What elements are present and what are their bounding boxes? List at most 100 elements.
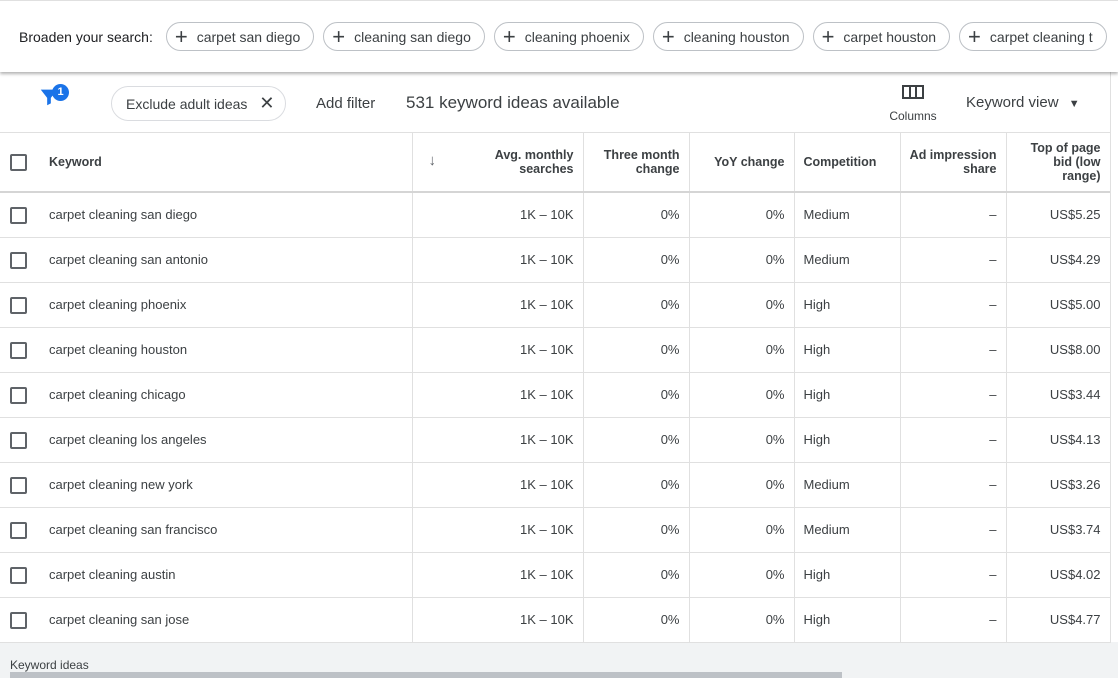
keyword-text: carpet cleaning houston — [49, 342, 188, 357]
chip-label: carpet san diego — [196, 28, 301, 45]
table-row[interactable]: carpet cleaning chicago 1K – 10K 0% 0% High –… — [0, 372, 1111, 418]
cell-ad-impression-share: – — [900, 552, 1007, 598]
keyword-text: carpet cleaning chicago — [49, 387, 186, 402]
table-row[interactable]: carpet cleaning los angeles 1K – 10K 0% 0% H… — [0, 417, 1111, 463]
header-keyword[interactable]: Keyword — [0, 133, 413, 193]
broaden-chip[interactable]: + carpet cleaning t — [959, 22, 1107, 51]
table-row[interactable]: carpet cleaning austin 1K – 10K 0% 0% High – U… — [0, 552, 1111, 598]
add-filter-button[interactable]: Add filter — [316, 95, 376, 112]
header-top-bid-low[interactable]: Top of page bid (low range) — [1006, 133, 1111, 193]
keyword-view-label: Keyword view — [966, 94, 1059, 111]
cell-competition: High — [794, 327, 901, 373]
cell-three-month-change: 0% — [583, 462, 690, 508]
sort-arrow-icon[interactable]: ↓ — [428, 152, 437, 169]
cell-yoy-change: 0% — [689, 327, 795, 373]
broaden-chip[interactable]: + carpet san diego — [165, 22, 315, 51]
cell-competition: High — [794, 417, 901, 463]
cell-avg-monthly-searches: 1K – 10K — [412, 327, 584, 373]
cell-ad-impression-share: – — [900, 417, 1007, 463]
cell-avg-monthly-searches: 1K – 10K — [412, 552, 584, 598]
keyword-view-dropdown[interactable]: Keyword view ▼ — [966, 94, 1080, 111]
keyword-text: carpet cleaning san jose — [49, 612, 190, 627]
table-row[interactable]: carpet cleaning san diego 1K – 10K 0% 0% Med… — [0, 192, 1111, 238]
row-checkbox[interactable] — [10, 386, 27, 404]
cell-ad-impression-share: – — [900, 282, 1007, 328]
cell-keyword: carpet cleaning new york — [0, 462, 413, 508]
horizontal-scrollbar[interactable] — [10, 672, 842, 678]
cell-keyword: carpet cleaning san diego — [0, 192, 413, 238]
cell-ad-impression-share: – — [900, 192, 1007, 238]
table-row[interactable]: carpet cleaning new york 1K – 10K 0% 0% Medi… — [0, 462, 1111, 508]
cell-top-bid-low: US$4.29 — [1006, 237, 1111, 283]
keyword-text: carpet cleaning new york — [49, 477, 193, 492]
table-row[interactable]: carpet cleaning phoenix 1K – 10K 0% 0% High –… — [0, 282, 1111, 328]
cell-ad-impression-share: – — [900, 237, 1007, 283]
cell-yoy-change: 0% — [689, 282, 795, 328]
table-row[interactable]: carpet cleaning san francisco 1K – 10K 0% 0… — [0, 507, 1111, 553]
row-checkbox[interactable] — [10, 611, 27, 629]
cell-competition: High — [794, 282, 901, 328]
cell-yoy-change: 0% — [689, 552, 795, 598]
row-checkbox[interactable] — [10, 476, 27, 494]
table-row[interactable]: carpet cleaning houston 1K – 10K 0% 0% High –… — [0, 327, 1111, 373]
cell-keyword: carpet cleaning houston — [0, 327, 413, 373]
row-checkbox[interactable] — [10, 296, 27, 314]
cell-ad-impression-share: – — [900, 372, 1007, 418]
row-checkbox[interactable] — [10, 251, 27, 269]
plus-icon: + — [661, 23, 675, 49]
row-checkbox[interactable] — [10, 566, 27, 584]
keyword-text: carpet cleaning san diego — [49, 207, 198, 223]
keyword-text: carpet cleaning phoenix — [49, 297, 187, 312]
cell-avg-monthly-searches: 1K – 10K — [412, 417, 584, 463]
cell-yoy-change: 0% — [689, 507, 795, 553]
cell-ad-impression-share: – — [900, 597, 1007, 643]
broaden-chip[interactable]: + cleaning phoenix — [493, 22, 644, 51]
columns-label: Columns — [889, 109, 937, 123]
close-icon[interactable]: ✕ — [259, 93, 275, 113]
broaden-chip[interactable]: + cleaning houston — [652, 22, 804, 51]
header-label: Avg. monthly searches — [494, 148, 574, 176]
row-checkbox[interactable] — [10, 431, 27, 449]
row-checkbox[interactable] — [10, 341, 27, 359]
cell-competition: Medium — [794, 507, 901, 553]
cell-avg-monthly-searches: 1K – 10K — [412, 192, 584, 238]
header-yoy-change[interactable]: YoY change — [689, 133, 795, 193]
cell-yoy-change: 0% — [689, 597, 795, 643]
row-checkbox[interactable] — [10, 206, 27, 224]
cell-three-month-change: 0% — [583, 282, 690, 328]
columns-button[interactable]: Columns — [885, 84, 941, 123]
cell-keyword: carpet cleaning chicago — [0, 372, 413, 418]
footer-label: Keyword ideas — [10, 658, 89, 672]
broaden-chip[interactable]: + cleaning san diego — [323, 22, 485, 51]
filter-button[interactable]: 1 — [38, 84, 69, 113]
chip-label: cleaning houston — [683, 28, 790, 45]
cell-top-bid-low: US$5.25 — [1006, 192, 1111, 238]
cell-keyword: carpet cleaning austin — [0, 552, 413, 598]
header-avg-monthly-searches[interactable]: ↓ Avg. monthly searches — [412, 133, 584, 193]
cell-top-bid-low: US$3.26 — [1006, 462, 1111, 508]
plus-icon: + — [174, 23, 188, 49]
cell-three-month-change: 0% — [583, 417, 690, 463]
cell-avg-monthly-searches: 1K – 10K — [412, 237, 584, 283]
table-row[interactable]: carpet cleaning san antonio 1K – 10K 0% 0% M… — [0, 237, 1111, 283]
cell-avg-monthly-searches: 1K – 10K — [412, 372, 584, 418]
next-column-edge — [1110, 72, 1118, 642]
cell-avg-monthly-searches: 1K – 10K — [412, 462, 584, 508]
exclude-adult-chip[interactable]: Exclude adult ideas ✕ — [111, 86, 286, 121]
cell-keyword: carpet cleaning phoenix — [0, 282, 413, 328]
keyword-text: carpet cleaning austin — [49, 567, 176, 582]
header-ad-impression-share[interactable]: Ad impression share — [900, 133, 1007, 193]
chip-label: carpet houston — [843, 28, 937, 45]
table-row[interactable]: carpet cleaning san jose 1K – 10K 0% 0% High… — [0, 597, 1111, 643]
dropdown-arrow-icon: ▼ — [1068, 98, 1080, 110]
cell-three-month-change: 0% — [583, 237, 690, 283]
select-all-checkbox[interactable] — [10, 154, 27, 171]
keyword-count: 531 keyword ideas available — [406, 93, 620, 112]
row-checkbox[interactable] — [10, 521, 27, 539]
broaden-chip[interactable]: + carpet houston — [812, 22, 951, 51]
header-three-month-change[interactable]: Three month change — [583, 133, 690, 193]
broaden-label: Broaden your search: — [19, 28, 153, 45]
cell-top-bid-low: US$3.44 — [1006, 372, 1111, 418]
header-competition[interactable]: Competition — [794, 133, 901, 193]
chip-label: carpet cleaning t — [989, 28, 1093, 45]
